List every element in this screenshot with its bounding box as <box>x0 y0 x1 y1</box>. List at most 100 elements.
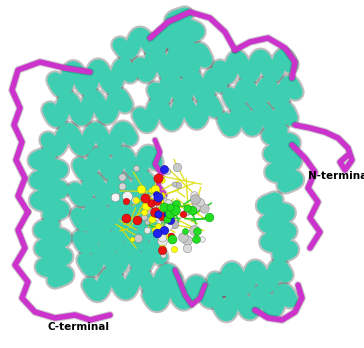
Point <box>135 235 141 241</box>
Point <box>159 247 165 252</box>
Point <box>173 201 178 206</box>
Point <box>193 203 199 208</box>
Point <box>158 200 164 206</box>
Point <box>166 200 171 205</box>
Point <box>166 233 171 238</box>
Text: C-terminal: C-terminal <box>47 322 109 332</box>
Point <box>150 200 156 205</box>
Point <box>167 204 173 209</box>
Point <box>162 198 168 204</box>
Point <box>147 216 153 222</box>
Point <box>144 227 150 233</box>
Point <box>169 237 175 242</box>
Point <box>152 187 158 192</box>
Point <box>159 234 165 240</box>
Point <box>129 236 135 241</box>
Point <box>142 209 147 214</box>
Point <box>167 217 173 223</box>
Point <box>155 194 161 200</box>
Point <box>157 203 163 208</box>
Point <box>201 206 207 211</box>
Point <box>152 204 158 210</box>
Point <box>173 207 178 213</box>
Point <box>189 207 195 212</box>
Point <box>171 247 177 252</box>
Point <box>174 164 179 170</box>
Point <box>124 193 130 199</box>
Point <box>123 215 129 220</box>
Point <box>161 204 167 210</box>
Point <box>197 199 203 204</box>
Point <box>112 195 118 200</box>
Point <box>192 196 198 202</box>
Point <box>165 207 171 213</box>
Point <box>180 211 186 217</box>
Point <box>161 207 167 212</box>
Point <box>150 216 155 222</box>
Point <box>138 186 143 191</box>
Point <box>148 187 154 193</box>
Point <box>164 168 170 174</box>
Point <box>159 218 165 223</box>
Point <box>184 245 190 251</box>
Point <box>167 215 173 220</box>
Point <box>165 220 170 226</box>
Point <box>152 209 158 215</box>
Point <box>175 182 181 187</box>
Point <box>191 227 197 233</box>
Point <box>166 215 172 221</box>
Point <box>132 197 138 203</box>
Point <box>164 207 170 213</box>
Point <box>119 174 124 180</box>
Point <box>155 224 161 229</box>
Point <box>144 207 150 213</box>
Point <box>152 228 158 233</box>
Point <box>184 237 190 243</box>
Point <box>206 214 211 220</box>
Point <box>171 221 177 227</box>
Point <box>119 183 125 189</box>
Point <box>161 208 167 213</box>
Point <box>166 209 171 214</box>
Point <box>171 181 177 187</box>
Point <box>133 165 139 171</box>
Point <box>191 192 197 198</box>
Point <box>159 177 165 182</box>
Point <box>165 211 171 216</box>
Point <box>123 198 128 204</box>
Point <box>159 239 165 244</box>
Point <box>141 214 147 219</box>
Point <box>133 198 139 203</box>
Point <box>184 208 190 214</box>
Point <box>158 205 164 211</box>
Point <box>161 227 167 233</box>
Point <box>193 236 199 242</box>
Point <box>165 223 171 229</box>
Point <box>157 224 163 230</box>
Point <box>199 236 205 242</box>
Point <box>154 198 160 204</box>
Point <box>161 213 167 219</box>
Text: N-terminal: N-terminal <box>308 171 364 181</box>
Point <box>154 231 160 236</box>
Point <box>155 175 161 181</box>
Point <box>155 196 161 201</box>
Point <box>161 194 167 199</box>
Point <box>135 218 141 223</box>
Point <box>169 210 175 215</box>
Point <box>164 216 170 222</box>
Point <box>154 193 159 199</box>
Point <box>181 234 186 239</box>
Point <box>144 219 150 225</box>
Point <box>142 195 147 200</box>
Point <box>155 213 161 218</box>
Point <box>182 228 187 234</box>
Point <box>194 229 199 234</box>
Point <box>159 245 165 251</box>
Point <box>159 192 165 198</box>
Point <box>155 211 161 216</box>
Point <box>159 213 165 218</box>
Point <box>160 228 166 234</box>
Point <box>168 233 174 239</box>
Point <box>185 205 190 211</box>
